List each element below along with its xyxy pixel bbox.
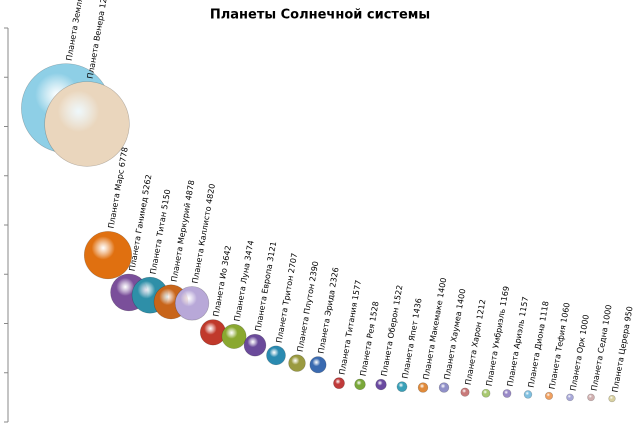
data-label: Планета Эрида 2326 [317,267,341,355]
data-label: Планета Ио 3642 [212,245,233,318]
data-label: Планета Каллисто 4820 [191,183,217,284]
data-label: Планета Ганимед 5262 [128,174,154,272]
data-label: Планета Рея 1528 [359,301,381,377]
bubble [199,319,227,346]
data-label: Планета Плутон 2390 [296,261,321,353]
bubble [566,393,574,402]
bubble [174,286,210,321]
bubble [44,81,130,167]
data-label: Планета Ариэль 1157 [506,296,531,387]
bubble [438,382,450,393]
bubble [83,231,133,280]
data-label: Планета Титан 5150 [149,189,173,275]
data-label: Планета Европа 3121 [254,241,279,332]
data-label: Планета Хаумеа 1400 [443,288,468,380]
bubble [502,389,512,398]
bubble [523,390,533,399]
data-label: Планета Титания 1577 [338,279,364,375]
data-label: Планета Оберон 1522 [380,284,405,377]
data-label: Планета Земля 12 742 [65,0,90,61]
bubble [396,381,408,392]
chart-title: Планеты Солнечной системы [210,8,430,23]
data-label: Планета Тритон 2707 [275,252,300,343]
bubble [608,394,616,403]
bubble [354,378,366,391]
data-label: Планета Диона 1118 [527,300,551,388]
bubble [460,387,470,397]
data-label: Планета Венера 12102 [86,0,112,79]
data-label: Планета Тефия 1060 [548,302,572,390]
bubble [333,377,345,389]
data-label: Планета Орк 1000 [569,314,591,392]
bubble [309,356,327,374]
bubble [417,382,429,393]
bubble [288,354,306,372]
bubble [243,333,267,357]
bubble [544,391,554,400]
data-label: Планета Седна 1000 [590,304,614,392]
bubble [587,393,595,402]
bubble [266,345,286,366]
data-label: Планета Луна 3474 [233,240,256,322]
data-label: Планета Церера 950 [611,306,635,393]
bubble [221,323,247,349]
data-label: Планета Япет 1436 [401,298,424,380]
bubble [375,378,387,391]
data-label: Планета Харон 1212 [464,299,488,386]
bubble [481,388,491,398]
